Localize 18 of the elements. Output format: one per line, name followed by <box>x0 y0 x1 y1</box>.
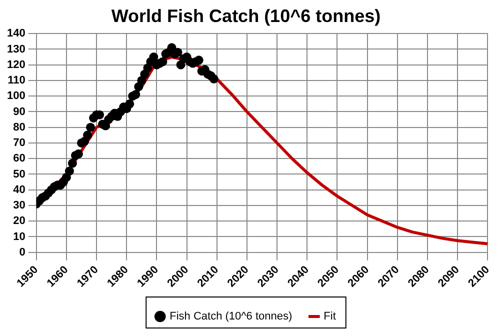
y-tick-label: 10 <box>13 230 26 243</box>
y-tick-label: 80 <box>13 121 26 134</box>
y-tick-label: 70 <box>13 137 26 150</box>
y-tick-label: 130 <box>6 43 26 56</box>
y-tick-label: 40 <box>13 184 26 196</box>
y-tick-label: 0 <box>19 246 26 258</box>
y-tick-label: 120 <box>6 58 26 71</box>
legend-label: Fit <box>324 310 336 323</box>
y-tick-label: 30 <box>13 200 26 212</box>
y-tick-label: 110 <box>8 74 26 87</box>
legend-label: Fish Catch (10^6 tonnes) <box>170 310 292 323</box>
y-tick-label: 90 <box>13 106 26 118</box>
y-tick-label: 20 <box>13 215 26 228</box>
y-tick-label: 100 <box>6 90 26 102</box>
y-tick-label: 50 <box>13 168 26 180</box>
y-tick-label: 60 <box>13 152 26 165</box>
y-tick-label: 140 <box>6 28 26 40</box>
chart-title: World Fish Catch (10^6 tonnes) <box>111 6 381 26</box>
